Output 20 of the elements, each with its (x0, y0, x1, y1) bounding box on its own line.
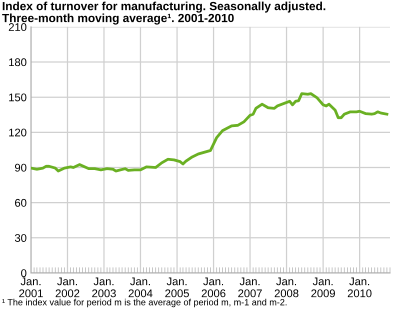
y-tick-label: 150 (9, 93, 26, 102)
x-tick-label: Jan. 2010 (348, 278, 372, 298)
text: ¹ The index value for period m is the average of period m, m-1 and m-2. (2, 298, 287, 308)
y-tick-label: 90 (14, 164, 26, 172)
x-tick-label: Jan. 2006 (202, 278, 226, 298)
y-tick-label: 60 (15, 198, 26, 207)
x-tick-label: Jan. 2005 (165, 278, 189, 298)
x-tick-label: Jan. 2003 (92, 278, 116, 298)
y-tick-label: 120 (9, 128, 26, 136)
x-tick-label: Jan. 2004 (128, 278, 153, 298)
y-tick-label: 0 (21, 269, 26, 278)
x-tick-label: Jan. 2001 (19, 278, 43, 298)
x-tick-label: Jan. 2007 (238, 278, 262, 298)
y-tick-label: 180 (9, 58, 26, 66)
x-tick-label: Jan. 2009 (311, 278, 335, 298)
line-series (31, 92, 388, 172)
x-tick-label: Jan. 2002 (56, 278, 80, 298)
x-tick-label: Jan. 2008 (274, 278, 298, 298)
y-tick-label: 30 (14, 234, 26, 242)
y-tick-label: 210 (8, 23, 26, 32)
